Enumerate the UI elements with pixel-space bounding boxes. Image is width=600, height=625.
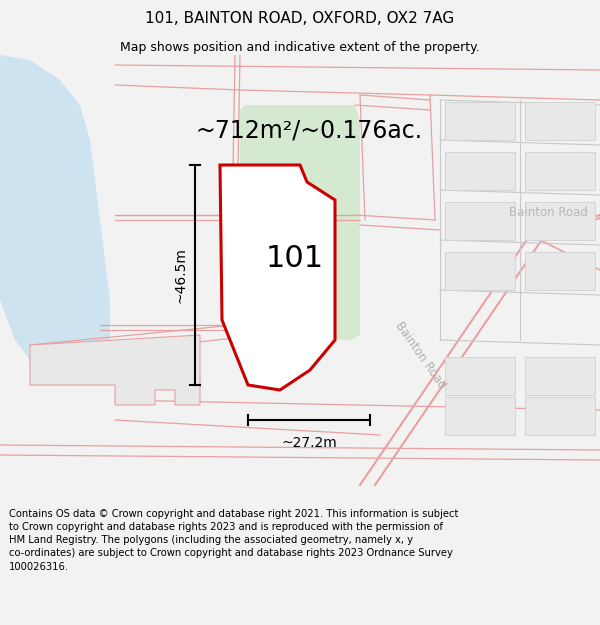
Text: Contains OS data © Crown copyright and database right 2021. This information is : Contains OS data © Crown copyright and d… xyxy=(9,509,458,571)
Text: Bainton Road: Bainton Road xyxy=(509,206,587,219)
Text: ~46.5m: ~46.5m xyxy=(173,247,187,303)
Bar xyxy=(525,152,595,190)
Bar xyxy=(525,357,595,395)
Polygon shape xyxy=(240,105,360,340)
Polygon shape xyxy=(30,335,200,405)
Bar xyxy=(445,397,515,435)
Text: ~712m²/~0.176ac.: ~712m²/~0.176ac. xyxy=(195,118,422,142)
Bar xyxy=(445,252,515,290)
Bar xyxy=(445,202,515,240)
Text: ~27.2m: ~27.2m xyxy=(281,436,337,450)
Bar xyxy=(445,102,515,140)
Text: Bainton Road: Bainton Road xyxy=(392,319,448,391)
Polygon shape xyxy=(220,165,335,390)
Text: 101: 101 xyxy=(266,244,324,272)
Bar xyxy=(525,397,595,435)
Bar xyxy=(525,202,595,240)
Bar xyxy=(525,102,595,140)
Polygon shape xyxy=(0,55,110,380)
Text: 101, BAINTON ROAD, OXFORD, OX2 7AG: 101, BAINTON ROAD, OXFORD, OX2 7AG xyxy=(145,11,455,26)
Bar xyxy=(445,357,515,395)
Text: Map shows position and indicative extent of the property.: Map shows position and indicative extent… xyxy=(120,41,480,54)
Bar xyxy=(525,252,595,290)
Bar xyxy=(445,152,515,190)
